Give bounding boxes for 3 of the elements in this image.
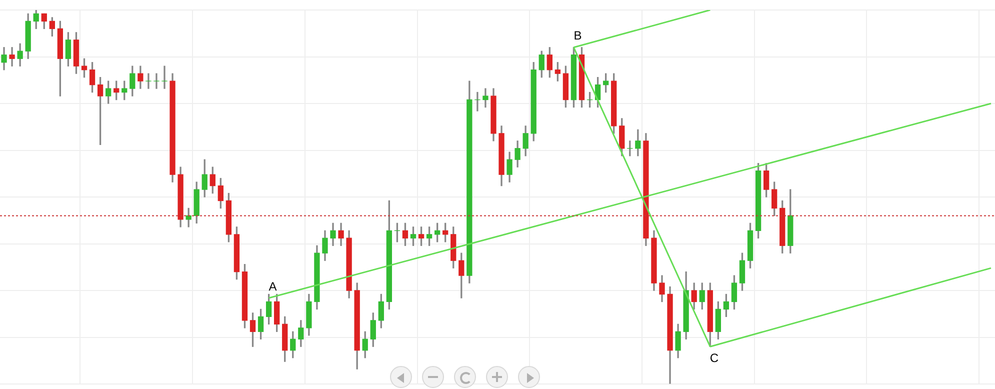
series-label: A <box>268 279 277 294</box>
series-label: C <box>710 350 719 365</box>
series-label: B <box>574 28 582 43</box>
